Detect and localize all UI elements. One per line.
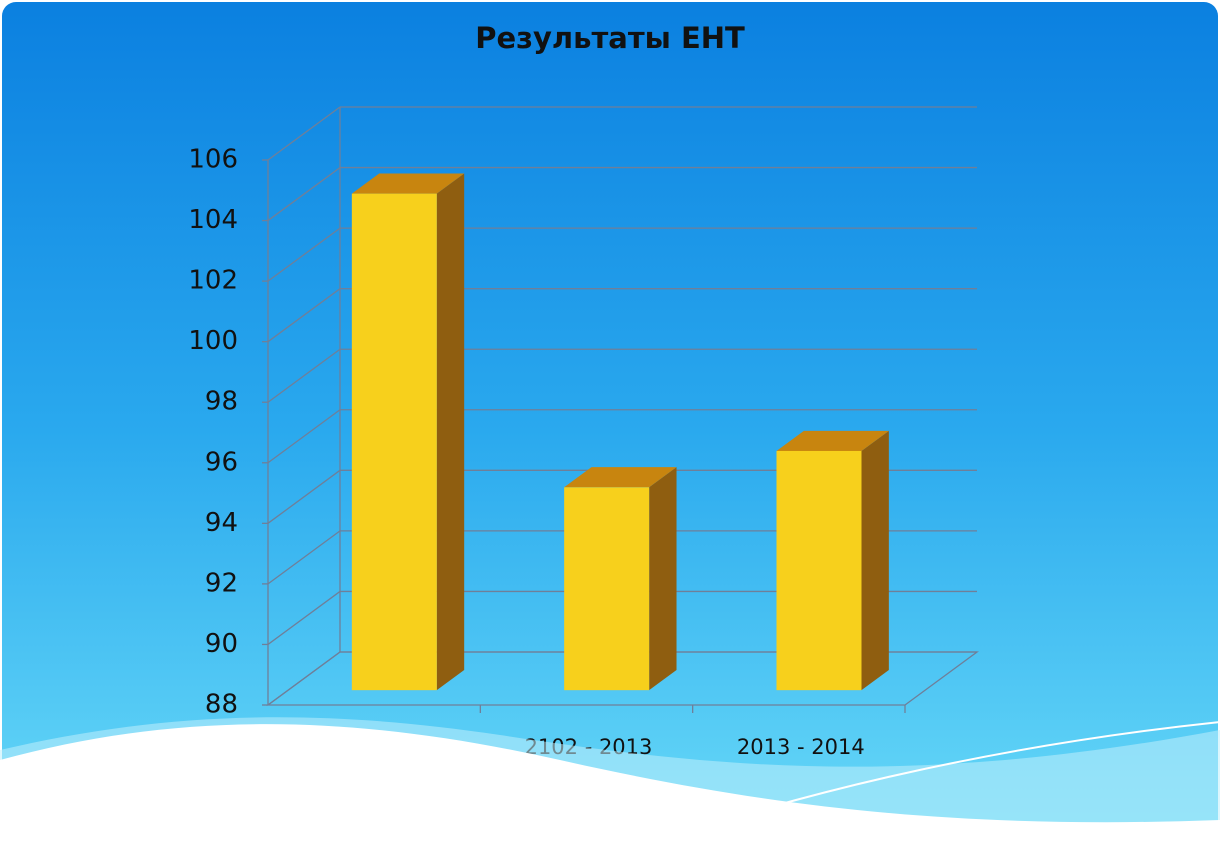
x-tick-label: 2013 - 2014 (737, 735, 865, 759)
bar-side (436, 173, 465, 691)
y-tick-label: 102 (188, 266, 238, 296)
wave-line (759, 721, 1220, 811)
y-tick-label: 106 (188, 145, 238, 175)
y-tick-label: 104 (188, 205, 238, 235)
y-tick-label: 98 (205, 387, 238, 417)
bar-top (351, 173, 465, 194)
grid-line (267, 469, 341, 524)
grid-line (267, 590, 341, 645)
grid-line (267, 227, 341, 282)
y-tick-label: 96 (205, 447, 238, 477)
grid-line (267, 651, 341, 706)
bar (351, 193, 437, 691)
wave (0, 724, 1220, 865)
grid-line (267, 288, 341, 343)
y-tick-label: 100 (188, 326, 238, 356)
grid-line (267, 530, 341, 585)
bar (776, 450, 862, 691)
y-tick-label: 94 (205, 508, 238, 538)
grid-line (267, 348, 341, 403)
chart-title: Результаты ЕНТ (475, 21, 745, 55)
grid-line (267, 106, 341, 161)
bar-top (564, 467, 677, 488)
bar-side (649, 467, 677, 691)
y-tick-label: 92 (205, 568, 238, 598)
grid-line (267, 409, 341, 464)
plot-area: 8890929496981001021041062011 - 20122102 … (188, 106, 979, 759)
bar-top (776, 430, 889, 451)
bar-side (861, 430, 889, 691)
bar (564, 487, 650, 691)
grid-line (267, 167, 341, 222)
y-tick-label: 88 (205, 690, 238, 720)
y-tick-label: 90 (205, 629, 238, 659)
